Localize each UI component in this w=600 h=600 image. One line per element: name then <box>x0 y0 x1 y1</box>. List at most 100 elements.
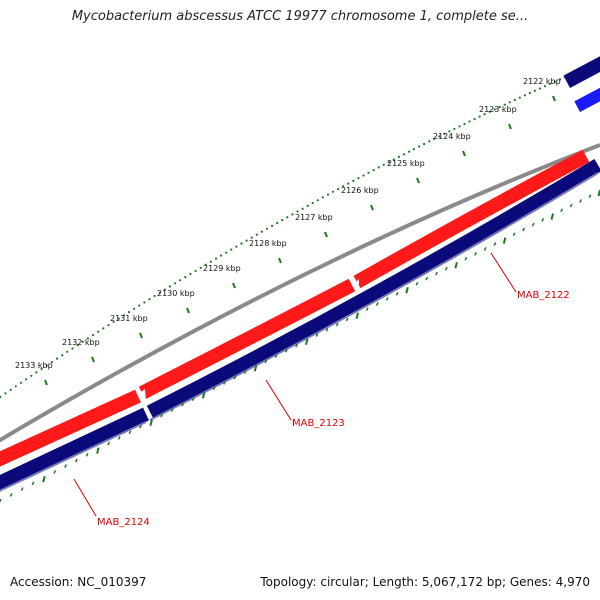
gene-arc-MAB_2123[interactable] <box>146 158 600 419</box>
ruler-major-tick <box>44 379 48 386</box>
ruler-dot <box>392 158 395 161</box>
inner-minor-tick <box>444 266 448 271</box>
ruler-dot <box>81 340 84 343</box>
ruler-dot <box>9 388 12 391</box>
ruler-tick-label: 2123 kbp <box>479 105 517 114</box>
inner-minor-tick <box>284 348 288 353</box>
ruler-major-tick <box>324 231 328 238</box>
inner-minor-tick <box>160 413 164 418</box>
ruler-dot <box>352 179 355 182</box>
inner-major-tick <box>42 475 46 483</box>
inner-minor-tick <box>243 370 247 374</box>
gene-arrowhead <box>137 389 146 401</box>
inner-minor-tick <box>212 386 216 391</box>
ruler-dot <box>97 330 100 333</box>
inner-minor-tick <box>128 430 132 435</box>
ruler-dot <box>71 347 74 350</box>
ruler-tick-label: 2128 kbp <box>249 239 287 248</box>
ruler-dot <box>523 94 526 97</box>
inner-minor-tick <box>264 359 268 364</box>
ruler-dot <box>533 89 537 92</box>
inner-minor-tick <box>375 302 379 306</box>
gene-label-MAB_2124[interactable]: MAB_2124 <box>97 517 150 528</box>
ruler-dot <box>19 381 23 384</box>
ruler-dot <box>423 142 426 146</box>
inner-minor-tick <box>20 487 24 491</box>
inner-minor-tick <box>415 281 419 286</box>
ruler-dot <box>276 221 279 225</box>
gene-arc-forward-right[interactable] <box>353 149 590 289</box>
gene-label-MAB_2123[interactable]: MAB_2123 <box>292 418 345 429</box>
ruler-dot <box>189 272 192 276</box>
inner-minor-tick <box>435 271 438 276</box>
ruler-dot <box>397 155 400 158</box>
ruler-dot <box>548 82 552 85</box>
ruler-dot <box>347 182 350 185</box>
ruler-tick-label: 2132 kbp <box>62 338 100 347</box>
inner-minor-tick <box>325 327 329 332</box>
inner-major-tick <box>454 261 458 269</box>
inner-major-tick <box>96 447 100 454</box>
inner-major-tick <box>405 286 409 294</box>
ruler-dot <box>117 317 120 320</box>
inner-minor-tick <box>335 322 339 327</box>
gene-arc-MAB_2124[interactable] <box>0 407 149 492</box>
inner-minor-tick <box>569 203 573 208</box>
gene-label-MAB_2122[interactable]: MAB_2122 <box>517 290 570 301</box>
ruler-dot <box>316 199 319 202</box>
inner-minor-tick <box>233 375 237 380</box>
inner-minor-tick <box>9 493 13 497</box>
ruler-dot <box>61 354 64 357</box>
ruler-dot <box>14 385 17 388</box>
ruler-dot <box>240 242 243 245</box>
ruler-dot <box>518 96 521 99</box>
ruler-dot <box>66 350 69 353</box>
ruler-major-tick <box>552 95 556 102</box>
reverse-track-shadow <box>0 172 599 492</box>
ruler-major-tick <box>508 123 512 130</box>
backbone-track <box>0 143 600 443</box>
ruler-dot <box>306 204 309 207</box>
gene-arrowhead <box>352 279 359 292</box>
inner-minor-tick <box>531 222 535 227</box>
ruler-dot <box>265 227 269 230</box>
ruler-dot <box>179 279 182 282</box>
ruler-dot <box>321 196 324 199</box>
gene-label-leader <box>490 252 517 293</box>
ruler-dot <box>418 145 421 148</box>
inner-minor-tick <box>464 256 468 261</box>
gene-arc-MAB_2121[interactable] <box>563 47 600 88</box>
ruler-dot <box>458 125 461 128</box>
ruler-dot <box>209 260 212 263</box>
inner-major-tick <box>253 364 258 372</box>
ruler-major-tick <box>232 282 236 289</box>
gene-arc-forward-left[interactable] <box>0 389 141 468</box>
ruler-dot <box>296 210 299 213</box>
ruler-dot <box>372 169 375 172</box>
ruler-dot <box>553 80 557 83</box>
ruler-dot <box>357 177 360 180</box>
ruler-dot <box>402 153 405 156</box>
ruler-dot <box>468 120 471 123</box>
ruler-dot <box>92 334 95 337</box>
ruler-dot <box>235 245 238 248</box>
inner-minor-tick <box>579 199 582 203</box>
ruler-dot <box>498 106 501 109</box>
gene-labels: MAB_2122 MAB_2123 MAB_2124 <box>73 252 570 528</box>
forward-strand-track <box>0 149 590 468</box>
inner-minor-tick <box>474 251 477 256</box>
ruler-dot <box>214 257 218 260</box>
ruler-dot <box>86 337 89 340</box>
inner-minor-tick <box>181 402 185 407</box>
inner-minor-tick <box>139 424 142 429</box>
ruler-dot <box>250 236 253 239</box>
ruler-dot <box>291 213 294 216</box>
ruler-dot <box>493 108 496 111</box>
gene-arc-highlight[interactable] <box>574 77 600 113</box>
ruler-dot <box>538 87 542 90</box>
ruler-dot <box>528 91 532 95</box>
inner-minor-tick <box>0 498 2 503</box>
ruler-tick-label: 2130 kbp <box>157 289 195 298</box>
gene-arc-MAB_2123-forward[interactable] <box>138 278 356 400</box>
